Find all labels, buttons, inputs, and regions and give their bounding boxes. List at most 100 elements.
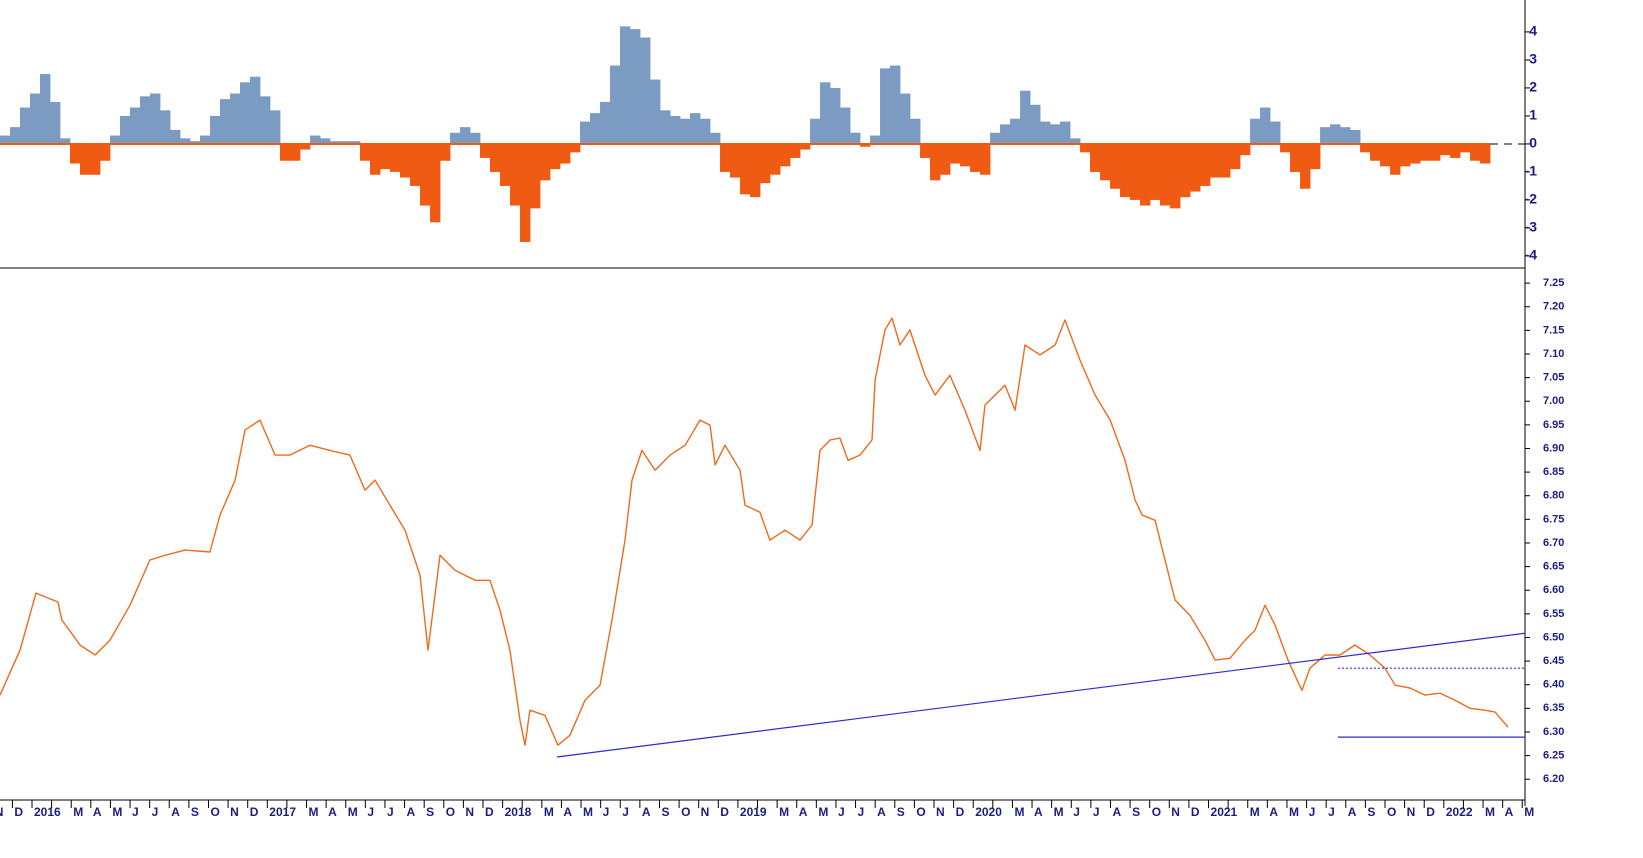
bar [1470, 143, 1481, 161]
x-tick-label: D [720, 805, 729, 819]
x-tick-label: M [818, 805, 828, 819]
x-tick-label: M [309, 805, 319, 819]
bar [510, 143, 521, 206]
bar [630, 29, 641, 144]
y-tick-label: 2 [1529, 79, 1537, 95]
x-tick-label: 2020 [975, 805, 1002, 819]
x-tick-label: 2016 [34, 805, 61, 819]
bar [600, 101, 611, 144]
bar [690, 113, 701, 144]
y-tick-label: -4 [1525, 247, 1538, 263]
bar [1370, 143, 1381, 161]
y-tick-label: 6.35 [1543, 702, 1564, 714]
bar [1420, 143, 1431, 161]
bar [120, 115, 131, 144]
y-tick-label: 6.60 [1543, 584, 1564, 596]
x-tick-label: O [916, 805, 925, 819]
bar [150, 93, 161, 144]
bar [20, 107, 31, 144]
bar [1170, 143, 1181, 209]
x-tick-label: J [132, 805, 139, 819]
bar [930, 143, 941, 181]
bar [480, 143, 491, 158]
y-tick-label: 0 [1529, 135, 1537, 151]
bar [1190, 143, 1201, 192]
y-tick-label: -1 [1525, 163, 1538, 179]
bar [320, 138, 331, 144]
bar [1180, 143, 1191, 198]
bar [890, 65, 901, 144]
bar [140, 96, 151, 144]
x-tick-label: O [446, 805, 455, 819]
bar [80, 143, 91, 175]
bar [530, 143, 541, 209]
bar [1460, 143, 1471, 153]
x-tick-label: N [1407, 805, 1416, 819]
bar [1060, 121, 1071, 144]
bar [500, 143, 511, 186]
x-tick-label: N [936, 805, 945, 819]
bar [420, 143, 431, 206]
x-tick-label: D [956, 805, 965, 819]
bar [1290, 143, 1301, 172]
x-tick-label: M [348, 805, 358, 819]
bar [240, 82, 251, 144]
x-tick-label: A [1348, 805, 1357, 819]
bar [200, 135, 211, 144]
bar [180, 138, 191, 144]
bar [400, 143, 411, 178]
bar [170, 129, 181, 144]
bar [540, 143, 551, 181]
bar [380, 143, 391, 170]
bar [1090, 143, 1101, 172]
x-tick-label: M [112, 805, 122, 819]
bar [1120, 143, 1131, 198]
bar [950, 143, 961, 164]
bar [1000, 124, 1011, 144]
y-tick-label: 6.55 [1543, 608, 1564, 620]
bar [1220, 143, 1231, 178]
x-tick-label: J [622, 805, 629, 819]
bar [1260, 107, 1271, 144]
bar [610, 65, 621, 144]
bar [1150, 143, 1161, 200]
y-tick-label: 6.20 [1543, 773, 1564, 785]
bar [1320, 127, 1331, 144]
x-tick-label: J [387, 805, 394, 819]
x-tick-label: M [1054, 805, 1064, 819]
bar [680, 118, 691, 144]
x-tick-label: M [544, 805, 554, 819]
x-tick-label: J [838, 805, 845, 819]
bar [1300, 143, 1311, 189]
x-tick-label: M [1250, 805, 1260, 819]
bar [710, 132, 721, 144]
bar [1350, 129, 1361, 144]
y-tick-label: 6.80 [1543, 490, 1564, 502]
bar [1070, 138, 1081, 144]
x-tick-label: S [897, 805, 905, 819]
bar [760, 143, 771, 184]
y-tick-label: 6.90 [1543, 442, 1564, 454]
bar [640, 37, 651, 144]
bar [90, 143, 101, 175]
x-tick-label: 2018 [505, 805, 532, 819]
x-tick-label: N [465, 805, 474, 819]
bar [820, 82, 831, 144]
bar [310, 135, 321, 144]
y-tick-label: -3 [1525, 219, 1538, 235]
bar [390, 143, 401, 172]
bar [50, 101, 61, 144]
y-tick-label: 6.30 [1543, 726, 1564, 738]
bar [1430, 143, 1441, 161]
y-tick-label: 6.65 [1543, 561, 1564, 573]
bar [450, 132, 461, 144]
x-tick-label: N [1171, 805, 1180, 819]
x-tick-label: O [681, 805, 690, 819]
x-tick-label: D [485, 805, 494, 819]
bar [490, 143, 501, 172]
x-tick-label: 2017 [269, 805, 296, 819]
bar [1040, 121, 1051, 144]
bar [440, 143, 451, 161]
bar [1400, 143, 1411, 167]
bar [1340, 127, 1351, 144]
